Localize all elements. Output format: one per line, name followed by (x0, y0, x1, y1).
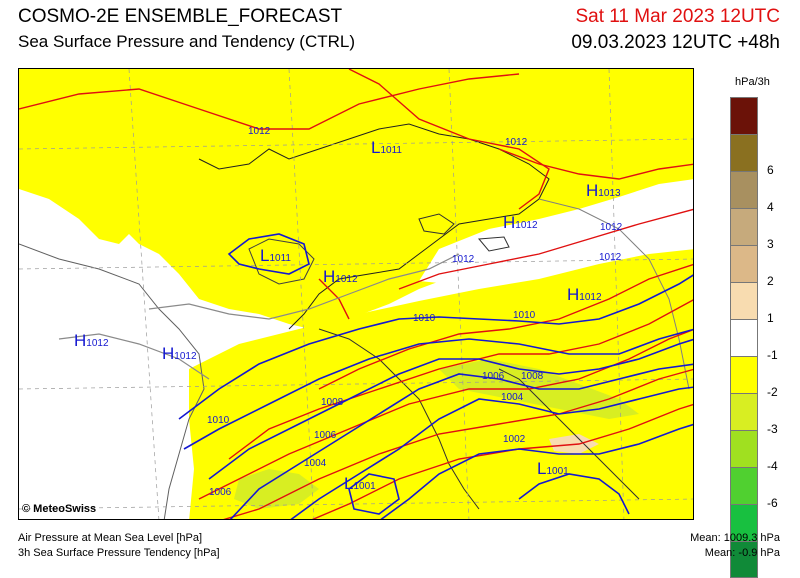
legend-swatch (730, 356, 758, 393)
isobar-label: 1008 (521, 371, 544, 382)
legend-label: -1 (767, 348, 778, 362)
low-pressure-marker: L1011 (260, 246, 291, 265)
high-pressure-marker: H1013 (586, 181, 621, 200)
country-border (19, 243, 205, 519)
isobar-label: 1002 (503, 434, 526, 445)
color-legend (730, 97, 760, 578)
isobar-label: 1010 (413, 313, 436, 324)
legend-swatch (730, 504, 758, 541)
legend-label: 1 (767, 311, 774, 325)
legend-label: -3 (767, 422, 778, 436)
isobar-label: 1012 (452, 254, 475, 265)
copyright-label: © MeteoSwiss (22, 503, 97, 515)
map-canvas (19, 69, 693, 519)
tendency-patch-white (419, 179, 693, 284)
isobar-label: 1004 (501, 392, 524, 403)
legend-label: -6 (767, 496, 778, 510)
high-pressure-marker: H1012 (323, 267, 358, 286)
legend-swatch (730, 134, 758, 171)
legend-label: -4 (767, 459, 778, 473)
low-pressure-marker: L1001 (537, 459, 569, 478)
footer-line-2: 3h Sea Surface Pressure Tendency [hPa] (18, 547, 220, 559)
mean-pressure: Mean: 1009.3 hPa (690, 532, 780, 544)
isobar-label: 1012 (599, 252, 622, 263)
isobar-label: 1012 (505, 137, 528, 148)
footer-line-1: Air Pressure at Mean Sea Level [hPa] (18, 532, 203, 544)
isobar-label: 1012 (248, 126, 271, 137)
legend-label: 3 (767, 237, 774, 251)
low-pressure-marker: L1001 (344, 474, 376, 493)
high-pressure-marker: H1012 (74, 331, 109, 350)
legend-swatch (730, 245, 758, 282)
legend-swatch (730, 208, 758, 245)
chart-subtitle: Sea Surface Pressure and Tendency (CTRL) (18, 32, 356, 51)
isobar-label: 1012 (600, 222, 623, 233)
chart-title: COSMO-2E ENSEMBLE_FORECAST (18, 6, 343, 27)
legend-label: 2 (767, 274, 774, 288)
run-time: 09.03.2023 12UTC +48h (571, 32, 780, 53)
legend-swatch (730, 319, 758, 356)
lake-outline (418, 213, 455, 235)
isobar-label: 1010 (513, 310, 536, 321)
isobar-1012-gray (58, 253, 460, 380)
mean-tendency: Mean: -0.9 hPa (704, 547, 780, 559)
legend-swatch (730, 467, 758, 504)
isobar-label: 1006 (482, 371, 505, 382)
legend-swatch (730, 171, 758, 208)
lake-outline (477, 236, 510, 252)
country-border (248, 238, 315, 285)
isobar-label: 1004 (304, 458, 327, 469)
legend-label: 4 (767, 200, 774, 214)
high-pressure-marker: H1012 (162, 344, 197, 363)
tendency-area-north (19, 69, 693, 331)
low-pressure-marker: L1011 (371, 138, 402, 157)
pressure-map: H1013 H1012 H1012 H1012 H1012 H1012 L101… (18, 68, 694, 520)
isobar-label: 1006 (209, 487, 232, 498)
isobar-label: 1008 (321, 397, 344, 408)
legend-unit: hPa/3h (735, 76, 770, 88)
high-pressure-marker: H1012 (503, 213, 538, 232)
isobar-label: 1010 (207, 415, 230, 426)
legend-swatch (730, 97, 758, 134)
legend-label: 6 (767, 163, 774, 177)
high-pressure-marker: H1012 (567, 285, 602, 304)
legend-swatch (730, 430, 758, 467)
isobar-label: 1006 (314, 430, 337, 441)
legend-swatch (730, 541, 758, 578)
coastline-adriatic (498, 368, 640, 500)
tendency-patch-green (234, 469, 319, 509)
legend-swatch (730, 393, 758, 430)
legend-label: -2 (767, 385, 778, 399)
valid-time: Sat 11 Mar 2023 12UTC (575, 6, 780, 27)
legend-swatch (730, 282, 758, 319)
country-border (538, 198, 690, 390)
isobars (178, 233, 693, 519)
country-border (318, 328, 480, 510)
